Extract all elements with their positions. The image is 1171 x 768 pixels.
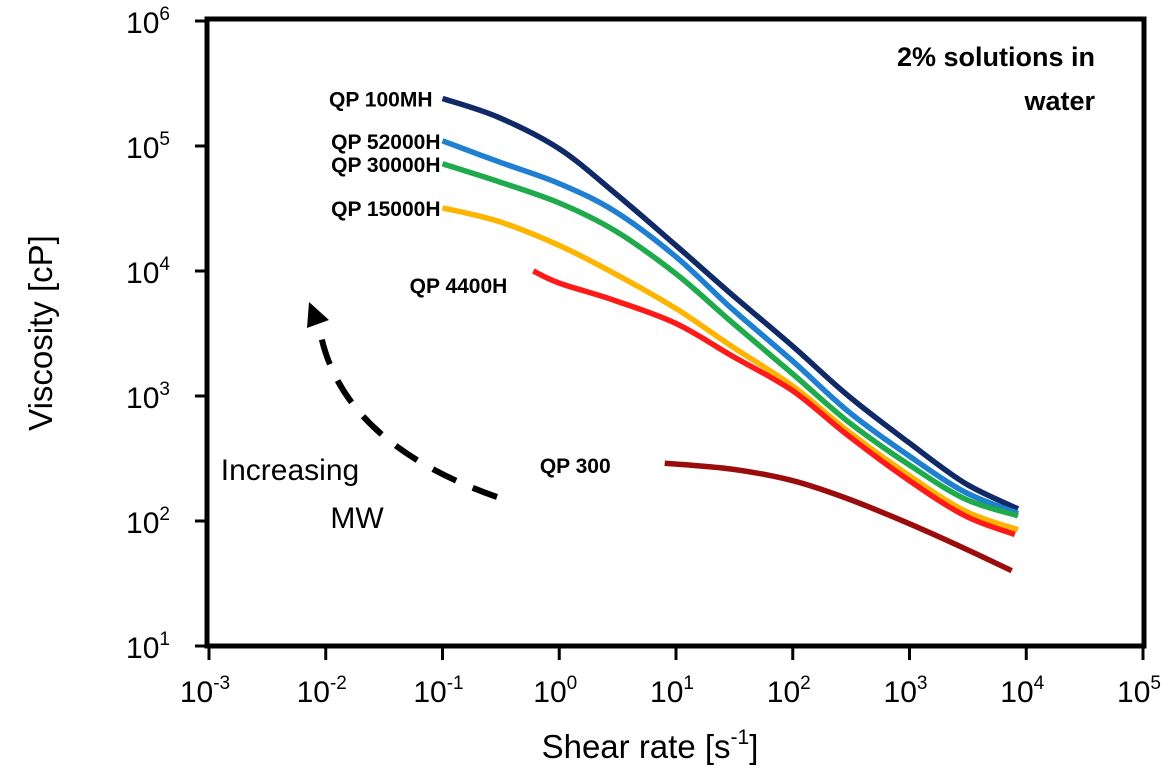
x-tick-label: 104 bbox=[1000, 673, 1044, 709]
x-tick-label: 10-1 bbox=[413, 673, 463, 709]
y-axis-ticks: 101 102 103 104 105 106 bbox=[126, 4, 209, 665]
series-line bbox=[441, 138, 1020, 516]
series-label: QP 300 bbox=[540, 455, 611, 478]
x-tick-label: 10-2 bbox=[297, 673, 347, 709]
y-tick-label: 105 bbox=[126, 129, 170, 165]
series-label: QP 30000H bbox=[331, 154, 440, 177]
y-tick-label: 102 bbox=[126, 504, 170, 540]
x-tick-label: 102 bbox=[767, 673, 811, 709]
y-tick-label: 103 bbox=[126, 379, 170, 415]
x-tick-label: 101 bbox=[650, 673, 694, 709]
series-line bbox=[441, 161, 1019, 519]
x-tick-label: 10-3 bbox=[180, 673, 230, 709]
annotation-line-2: water bbox=[1023, 86, 1095, 116]
annotation-line-1: 2% solutions in bbox=[897, 42, 1095, 72]
series-line bbox=[441, 95, 1020, 512]
increasing-mw-label-1: Increasing bbox=[221, 454, 359, 487]
series-label: QP 15000H bbox=[331, 198, 440, 221]
y-tick-label: 104 bbox=[126, 254, 170, 290]
series-lines bbox=[441, 95, 1020, 574]
x-tick-label: 103 bbox=[884, 673, 928, 709]
x-tick-label: 105 bbox=[1117, 673, 1161, 709]
increasing-mw-arrowhead bbox=[307, 302, 329, 328]
series-label: QP 100MH bbox=[329, 88, 433, 111]
increasing-mw-label-2: MW bbox=[330, 502, 384, 535]
series-line bbox=[532, 268, 1016, 538]
x-axis-title: Shear rate [s-1] bbox=[542, 726, 759, 765]
x-axis-ticks: 10-3 10-2 10-1 100 101 102 103 104 105 bbox=[180, 646, 1161, 709]
series-line bbox=[441, 205, 1019, 533]
series-label: QP 4400H bbox=[410, 275, 508, 298]
y-tick-label: 106 bbox=[126, 4, 170, 40]
y-tick-label: 101 bbox=[126, 629, 170, 665]
y-axis-title: Viscosity [cP] bbox=[22, 235, 59, 431]
series-line bbox=[664, 460, 1013, 574]
increasing-mw-arrow bbox=[315, 317, 498, 500]
x-tick-label: 100 bbox=[533, 673, 577, 709]
plot-area-frame bbox=[204, 16, 1147, 649]
series-label: QP 52000H bbox=[331, 131, 440, 154]
